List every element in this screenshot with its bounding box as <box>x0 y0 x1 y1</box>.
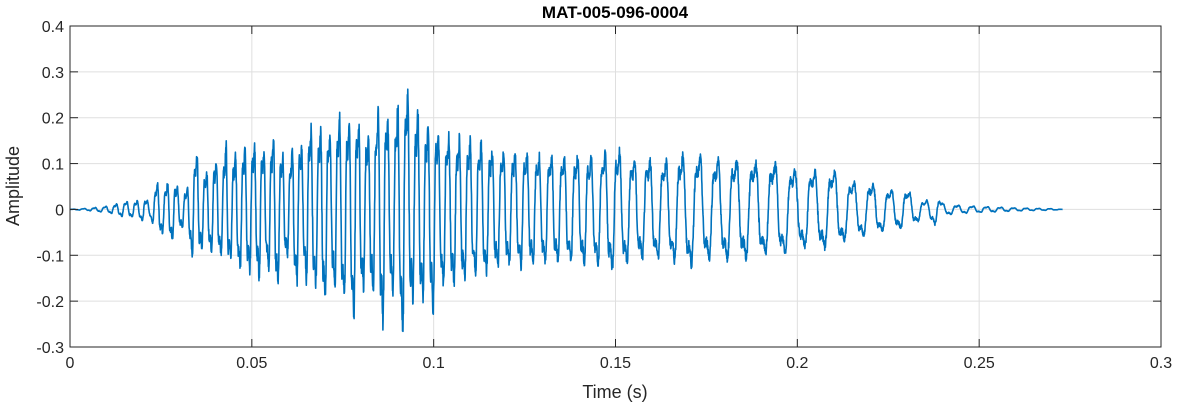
x-tick-label: 0.2 <box>786 355 808 372</box>
chart-title: MAT-005-096-0004 <box>542 3 689 22</box>
y-tick-label: 0.2 <box>42 111 64 128</box>
y-tick-label: 0.4 <box>42 19 64 36</box>
y-tick-label: 0.1 <box>42 157 64 174</box>
y-tick-label: -0.3 <box>36 340 64 357</box>
y-axis-label: Amplitude <box>3 146 23 226</box>
axes: 0 0.05 0.1 0.15 0.2 0.25 0.3 -0.3 -0.2 -0.1 0 0.1 0.… <box>36 19 1172 372</box>
x-tick-label: 0.15 <box>600 355 631 372</box>
x-axis-label: Time (s) <box>582 382 647 402</box>
y-tick-label: 0.3 <box>42 65 64 82</box>
y-tick-label: -0.2 <box>36 294 64 311</box>
y-tick-label: 0 <box>55 202 64 219</box>
waveform-layer <box>69 88 1064 333</box>
waveform-line <box>69 88 1064 333</box>
x-tick-label: 0 <box>66 355 75 372</box>
y-tick-label: -0.1 <box>36 248 64 265</box>
x-tick-label: 0.05 <box>236 355 267 372</box>
x-tick-label: 0.3 <box>1150 355 1172 372</box>
x-tick-label: 0.25 <box>964 355 995 372</box>
x-tick-label: 0.1 <box>423 355 445 372</box>
